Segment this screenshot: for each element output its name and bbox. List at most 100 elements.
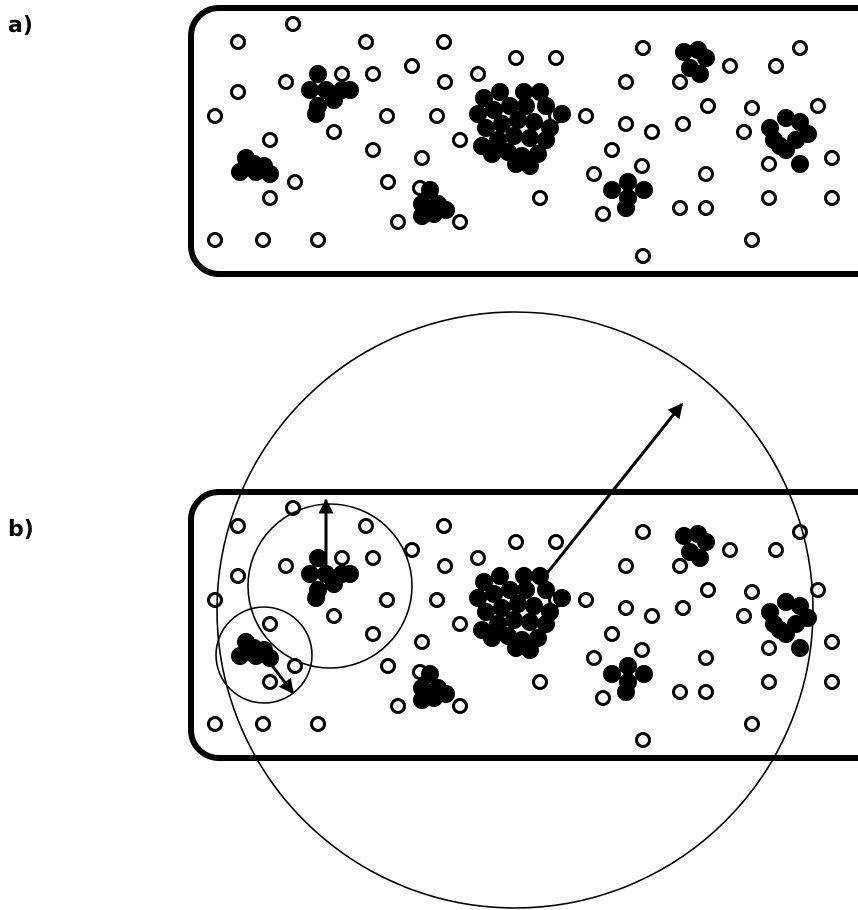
open-point <box>262 674 278 690</box>
open-point <box>744 100 760 116</box>
cluster-point <box>489 131 507 149</box>
cluster-point <box>475 573 493 591</box>
open-point <box>768 58 784 74</box>
cluster-point <box>515 83 533 101</box>
open-point <box>736 608 752 624</box>
open-point <box>326 608 342 624</box>
open-point <box>278 74 294 90</box>
cluster-point <box>505 611 523 629</box>
open-point <box>310 716 326 732</box>
cluster-point <box>309 65 327 83</box>
open-point <box>380 658 396 674</box>
open-point <box>698 650 714 666</box>
open-point <box>452 132 468 148</box>
cluster-point <box>635 665 653 683</box>
open-point <box>365 66 381 82</box>
open-point <box>736 124 752 140</box>
cluster-point <box>469 105 487 123</box>
cluster-point <box>765 615 783 633</box>
open-point <box>744 716 760 732</box>
cluster-point <box>231 647 249 665</box>
cluster-point <box>525 113 543 131</box>
open-point <box>635 248 651 264</box>
cluster-point <box>777 109 795 127</box>
cluster-point <box>307 589 325 607</box>
open-point <box>230 518 246 534</box>
open-point <box>262 190 278 206</box>
open-point <box>358 34 374 50</box>
open-point <box>768 542 784 558</box>
open-point <box>365 550 381 566</box>
search-radii <box>215 311 814 909</box>
cluster-point <box>301 565 319 583</box>
cluster-point <box>531 567 549 585</box>
cluster-point <box>425 205 443 223</box>
cluster-point <box>617 199 635 217</box>
open-point <box>618 558 634 574</box>
open-point <box>698 200 714 216</box>
cluster-point <box>777 141 795 159</box>
open-point <box>379 108 395 124</box>
cluster-point <box>537 97 555 115</box>
open-point <box>586 166 602 182</box>
open-point <box>644 608 660 624</box>
open-point <box>698 684 714 700</box>
cluster-point <box>231 163 249 181</box>
cluster-point <box>485 101 503 119</box>
cluster-point <box>477 119 495 137</box>
open-point <box>644 124 660 140</box>
open-point <box>207 108 223 124</box>
open-point <box>618 74 634 90</box>
open-point <box>824 150 840 166</box>
cluster-point <box>485 585 503 603</box>
cluster-point <box>341 81 359 99</box>
open-point <box>595 206 611 222</box>
cluster-point <box>307 105 325 123</box>
arrow <box>538 402 684 583</box>
open-point <box>390 698 406 714</box>
open-point <box>230 568 246 584</box>
open-point <box>675 116 691 132</box>
open-point <box>255 232 271 248</box>
cluster-point <box>421 665 439 683</box>
cluster-point <box>691 549 709 567</box>
cluster-point <box>475 89 493 107</box>
open-point <box>810 582 826 598</box>
cluster-point <box>425 689 443 707</box>
open-point <box>700 582 716 598</box>
open-point <box>414 150 430 166</box>
open-point <box>207 716 223 732</box>
open-point <box>761 190 777 206</box>
open-point <box>310 232 326 248</box>
open-point <box>334 550 350 566</box>
cluster-point <box>517 97 535 115</box>
cluster-point <box>777 625 795 643</box>
cluster-point <box>507 155 525 173</box>
open-point <box>578 108 594 124</box>
cluster-point <box>515 567 533 585</box>
open-point <box>810 98 826 114</box>
open-point <box>635 40 651 56</box>
cluster-point <box>501 581 519 599</box>
open-point <box>285 16 301 32</box>
open-point <box>634 642 650 658</box>
cluster-point <box>791 639 809 657</box>
cluster-point <box>489 615 507 633</box>
cluster-point <box>617 683 635 701</box>
cluster-point <box>697 49 715 67</box>
open-point <box>744 232 760 248</box>
cluster-point <box>635 181 653 199</box>
open-point <box>744 584 760 600</box>
open-point <box>429 592 445 608</box>
open-point <box>452 214 468 230</box>
open-point <box>230 34 246 50</box>
panel-label: b) <box>8 517 34 542</box>
cluster-point <box>697 533 715 551</box>
open-point <box>604 142 620 158</box>
cluster-point <box>493 115 511 133</box>
open-point <box>672 684 688 700</box>
open-point <box>380 174 396 190</box>
open-point <box>722 542 738 558</box>
open-point <box>508 50 524 66</box>
